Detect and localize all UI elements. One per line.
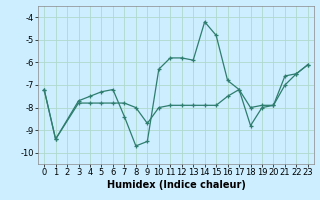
X-axis label: Humidex (Indice chaleur): Humidex (Indice chaleur) [107,180,245,190]
